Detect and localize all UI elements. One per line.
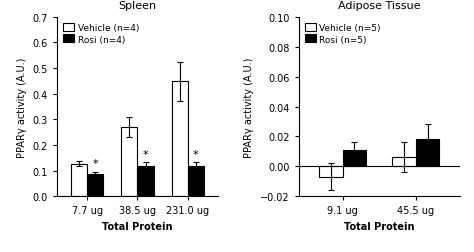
X-axis label: Total Protein: Total Protein [344, 221, 414, 231]
Bar [319, 167, 343, 177]
Bar [71, 164, 87, 197]
Bar [343, 150, 366, 167]
Bar [121, 128, 137, 197]
Y-axis label: PPARγ activity (A.U.): PPARγ activity (A.U.) [245, 57, 255, 157]
Legend: Vehicle (n=4), Rosi (n=4): Vehicle (n=4), Rosi (n=4) [62, 22, 141, 46]
Text: *: * [92, 159, 98, 168]
Text: *: * [143, 149, 148, 159]
Legend: Vehicle (n=5), Rosi (n=5): Vehicle (n=5), Rosi (n=5) [303, 22, 383, 46]
Bar [416, 140, 439, 167]
Bar [137, 166, 154, 197]
Bar [188, 166, 204, 197]
X-axis label: Total Protein: Total Protein [102, 221, 173, 231]
Title: Spleen: Spleen [118, 1, 156, 11]
Bar [172, 82, 188, 197]
Text: *: * [193, 149, 199, 159]
Bar [392, 158, 416, 167]
Y-axis label: PPARγ activity (A.U.): PPARγ activity (A.U.) [17, 57, 27, 157]
Bar [87, 174, 103, 197]
Title: Adipose Tissue: Adipose Tissue [338, 1, 420, 11]
